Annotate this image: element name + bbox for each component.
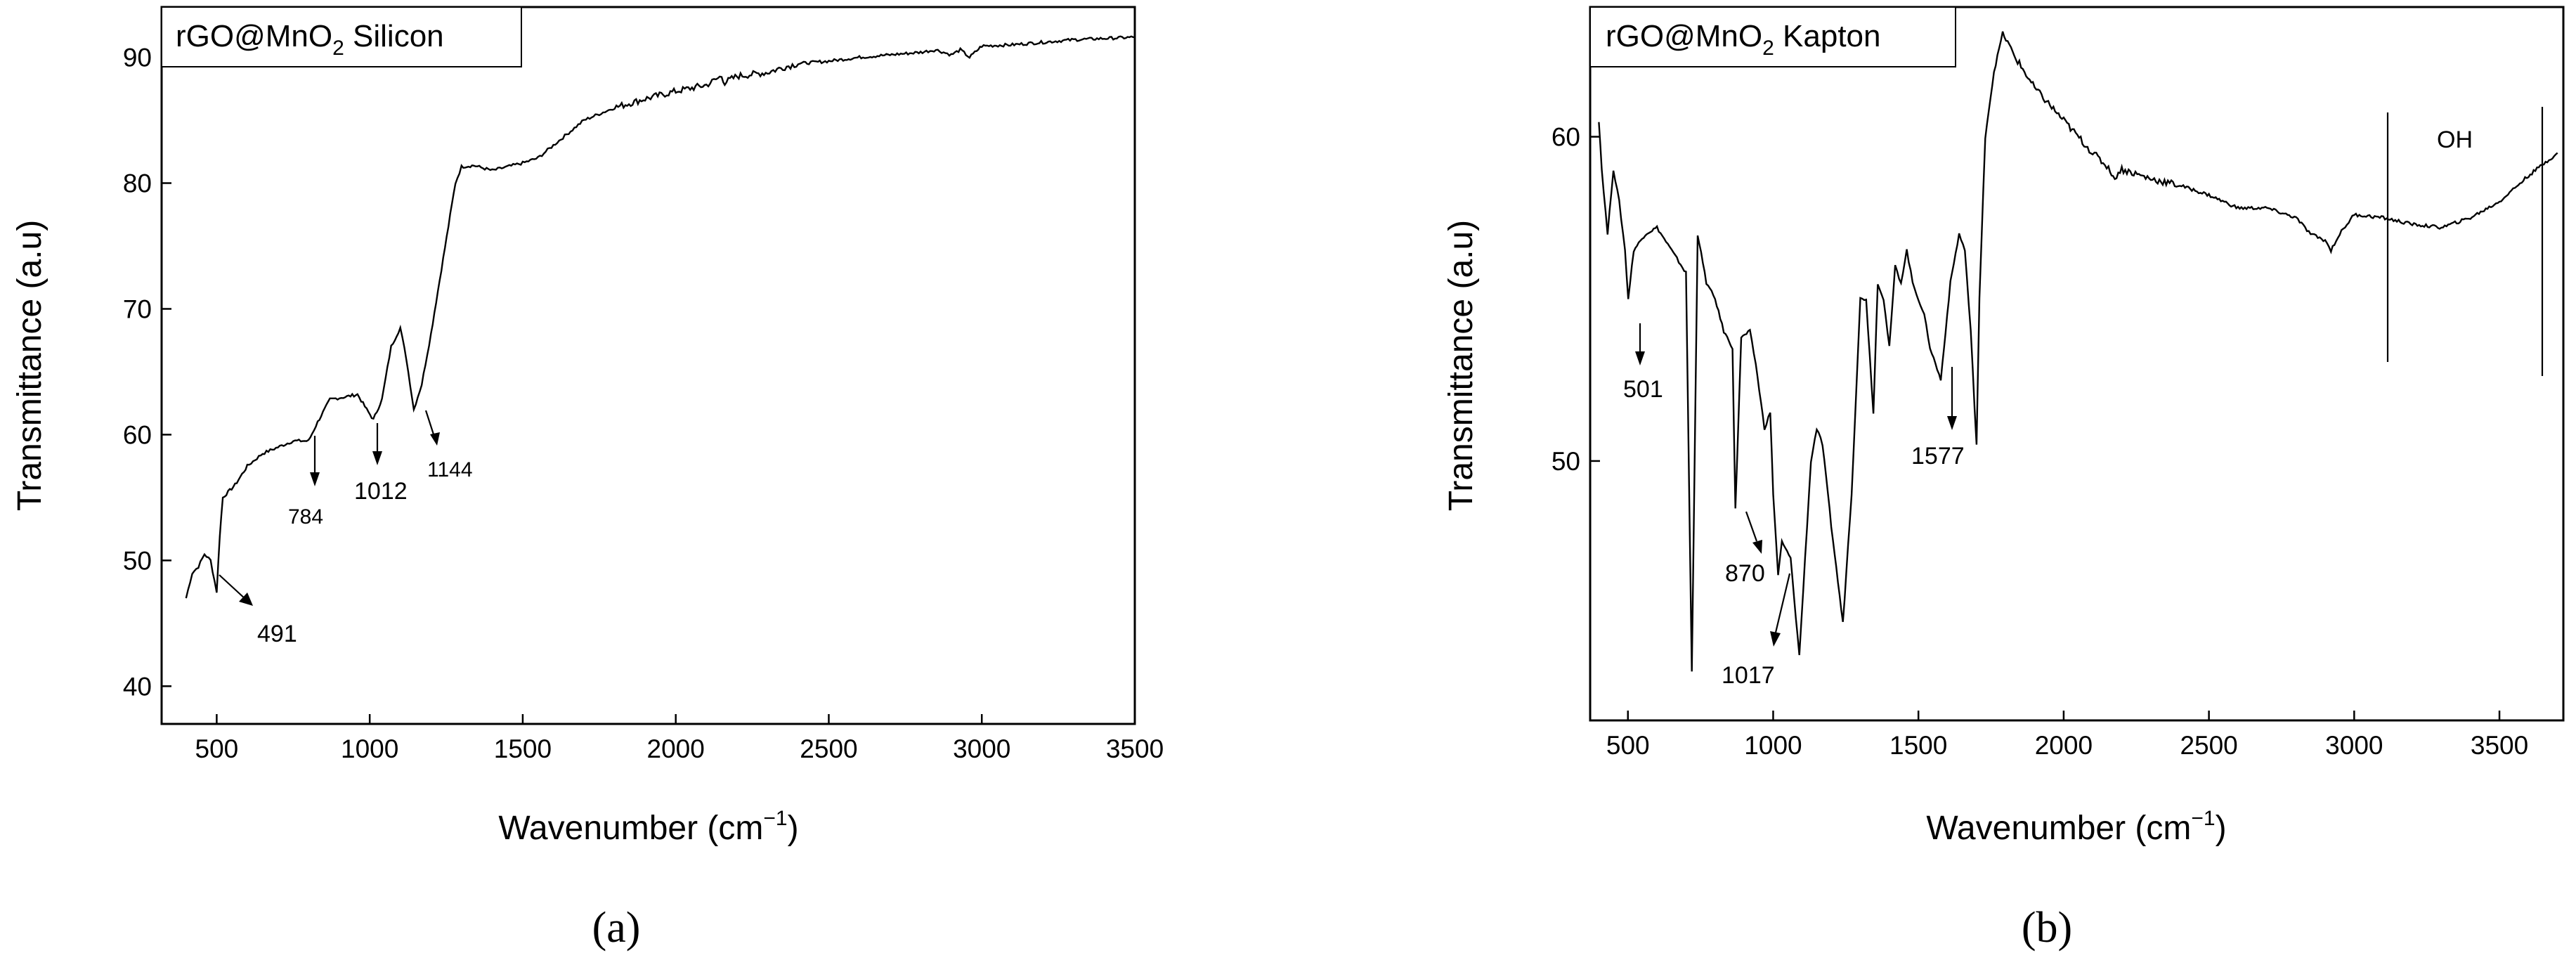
y-tick-label: 70 (123, 294, 152, 323)
panel-a-annotation-1144: 1144 (424, 410, 473, 481)
x-tick-label: 2000 (647, 734, 705, 763)
y-tick-label: 60 (123, 420, 152, 449)
x-tick-label: 3000 (953, 734, 1010, 763)
panel-a-x-ticks: 500 1000 1500 2000 2500 3000 3500 (195, 714, 1164, 763)
x-tick-label: 3000 (2325, 731, 2383, 760)
x-tick-label: 2500 (800, 734, 857, 763)
y-tick-label: 40 (123, 672, 152, 701)
panel-b-x-ticks: 500 1000 1500 2000 2500 3000 3500 (1606, 711, 2528, 760)
annotation-arrow (1745, 511, 1758, 542)
annotation-arrow (424, 410, 435, 435)
x-tick-label: 3500 (2471, 731, 2528, 760)
annotation-label: 1577 (1911, 443, 1965, 469)
panel-b-title: rGO@MnO2 Kapton (1606, 19, 1881, 60)
y-tick-label: 50 (123, 546, 152, 575)
x-tick-label: 500 (1606, 731, 1650, 760)
panel-b-y-ticks: 50 60 (1552, 123, 1600, 476)
annotation-arrow (1774, 573, 1791, 633)
y-tick-label: 80 (123, 169, 152, 198)
y-tick-label: 50 (1552, 447, 1580, 476)
x-tick-label: 1500 (1889, 731, 1947, 760)
annotation-arrow (219, 574, 247, 600)
annotation-label: 784 (288, 505, 323, 529)
arrow-head (372, 451, 382, 465)
arrow-head (430, 432, 440, 446)
panel-a-y-ticks: 40 50 60 70 80 90 (123, 44, 171, 701)
panel-b-y-axis-label: Transmittance (a.u) (1443, 220, 1480, 511)
arrow-head (1752, 540, 1762, 554)
panel-b-title-box (1589, 6, 1956, 67)
y-tick-label: 60 (1552, 123, 1580, 152)
arrow-head (310, 472, 320, 486)
y-tick-label: 90 (123, 44, 152, 72)
panel-b-annotation-870: 870 (1725, 511, 1765, 587)
arrow-head (1635, 351, 1645, 365)
x-tick-label: 1000 (341, 734, 398, 763)
x-tick-label: 1500 (494, 734, 552, 763)
panel-b: 500 1000 1500 2000 2500 3000 3500 50 60 rGO@MnO… (1443, 6, 2565, 952)
panel-b-annotation-oh: OH (2386, 107, 2544, 376)
panel-a-spectrum-line (185, 35, 1136, 599)
x-tick-label: 1000 (1744, 731, 1802, 760)
x-tick-label: 2500 (2180, 731, 2237, 760)
panel-b-annotation-1017: 1017 (1722, 573, 1791, 689)
annotation-label: 1012 (354, 478, 408, 505)
panel-b-label: (b) (2022, 904, 2072, 952)
annotation-label: 870 (1725, 560, 1765, 587)
arrow-head (239, 592, 253, 606)
panel-a-plot-frame (160, 6, 1136, 725)
panel-b-annotation-501: 501 (1623, 323, 1663, 403)
panel-a-label: (a) (592, 904, 641, 952)
annotation-label: 1017 (1722, 662, 1775, 689)
annotation-label: OH (2437, 127, 2473, 153)
panel-a-y-axis-label: Transmittance (a.u) (11, 220, 48, 511)
annotation-label: 1144 (427, 458, 473, 481)
panel-a-x-axis-label: Wavenumber (cm−1) (498, 807, 798, 847)
arrow-head (1947, 416, 1957, 430)
arrow-head (1770, 631, 1781, 647)
panel-a-title: rGO@MnO2 Silicon (176, 19, 444, 60)
panel-a-annotation-491: 491 (219, 574, 297, 647)
x-tick-label: 3500 (1106, 734, 1164, 763)
panel-a-annotation-1012: 1012 (354, 423, 408, 505)
x-tick-label: 500 (195, 734, 239, 763)
panel-a-annotation-784: 784 (288, 436, 323, 529)
panel-b-spectrum-line (1598, 31, 2558, 672)
x-tick-label: 2000 (2035, 731, 2093, 760)
panel-a: 500 1000 1500 2000 2500 3000 3500 40 50 60 70 80 90… (11, 6, 1164, 952)
panel-b-annotation-1577: 1577 (1911, 367, 1965, 469)
panel-b-x-axis-label: Wavenumber (cm−1) (1926, 807, 2226, 847)
panel-a-title-box (161, 6, 522, 67)
annotation-label: 491 (257, 621, 297, 647)
annotation-label: 501 (1623, 376, 1663, 403)
panel-b-plot-frame (1589, 6, 2565, 722)
